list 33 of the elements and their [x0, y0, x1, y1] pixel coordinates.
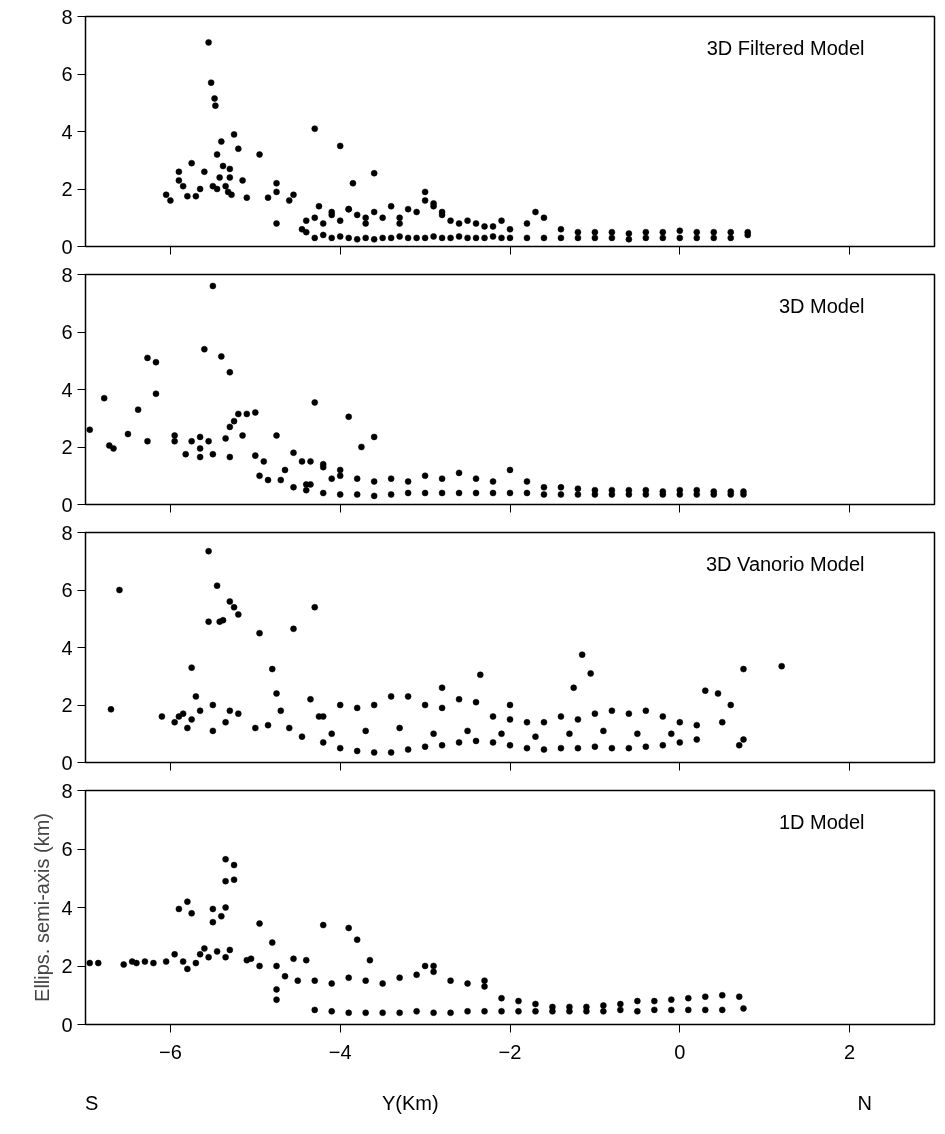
- y-tick-label: 8: [61, 263, 73, 286]
- y-tick-label: 2: [61, 436, 73, 458]
- y-tick-label: 6: [61, 838, 73, 860]
- x-tick-label: −6: [159, 1040, 182, 1063]
- y-tick-label: 2: [61, 178, 73, 200]
- x-tick-label: 0: [674, 1040, 686, 1063]
- text: N: [857, 1091, 872, 1116]
- text: 3D Filtered Model: [706, 36, 865, 59]
- x-tick-label: −2: [498, 1040, 522, 1063]
- y-tick-label: 0: [61, 235, 73, 258]
- y-tick-label: 8: [61, 5, 73, 28]
- y-tick-label: 6: [61, 321, 73, 343]
- y-tick-label: 2: [61, 955, 73, 977]
- x-axis-title: Y(Km): [382, 1091, 439, 1116]
- text: 1D Model: [778, 810, 865, 833]
- text: 3D Model: [778, 294, 865, 317]
- y-axis-title: Ellips. semi-axis (km): [31, 813, 54, 1002]
- x-tick-label: 2: [844, 1040, 856, 1063]
- y-tick-label: 8: [61, 779, 73, 802]
- y-tick-label: 0: [61, 1013, 73, 1036]
- y-tick-label: 4: [61, 896, 73, 919]
- y-tick-label: 4: [61, 636, 73, 659]
- y-tick-label: 4: [61, 120, 73, 143]
- y-tick-label: 4: [61, 378, 73, 401]
- y-tick-label: 0: [61, 751, 73, 774]
- x-tick-label: −4: [328, 1040, 352, 1063]
- y-tick-label: 0: [61, 493, 73, 516]
- y-tick-label: 6: [61, 579, 73, 601]
- text: 3D Vanorio Model: [705, 552, 865, 575]
- y-tick-label: 6: [61, 63, 73, 85]
- text: S: [85, 1091, 99, 1116]
- y-tick-label: 2: [61, 694, 73, 716]
- y-tick-label: 8: [61, 521, 73, 544]
